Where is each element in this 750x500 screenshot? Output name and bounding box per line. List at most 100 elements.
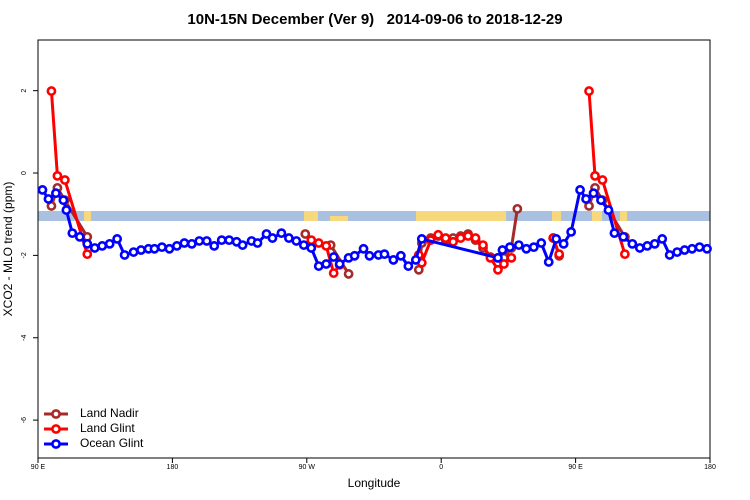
data-point [157, 242, 167, 253]
data-point [300, 229, 311, 239]
data-point [128, 247, 139, 257]
y-tick-label: -6 [21, 417, 28, 423]
data-point [267, 233, 278, 243]
data-point [634, 243, 645, 253]
data-point [67, 228, 78, 239]
land-band [84, 211, 91, 221]
data-point [497, 245, 508, 255]
data-point [493, 252, 503, 263]
data-point [416, 234, 427, 244]
legend-marker [51, 424, 61, 434]
data-point [581, 194, 591, 204]
data-point [82, 238, 93, 249]
data-point [590, 171, 600, 181]
data-point [343, 269, 354, 279]
data-point [558, 238, 569, 249]
x-tick-label: 90 E [31, 464, 46, 471]
data-point [694, 242, 705, 253]
data-point [470, 233, 481, 243]
x-tick-label: 180 [167, 464, 179, 471]
ocean-band [38, 211, 710, 221]
data-point [513, 240, 524, 250]
data-point [194, 236, 205, 246]
y-axis-label: XCO2 - MLO trend (ppm) [1, 182, 15, 317]
data-point [619, 249, 630, 260]
land-band [416, 211, 506, 221]
data-point [649, 238, 660, 249]
data-point [499, 259, 509, 269]
land-band [592, 211, 602, 221]
data-point [321, 241, 332, 251]
legend-marker [51, 439, 61, 449]
y-tick-label: -4 [21, 335, 28, 341]
y-tick-label: -2 [21, 252, 28, 258]
data-point [512, 203, 523, 214]
data-point [672, 247, 683, 257]
data-point [306, 243, 317, 253]
data-point [609, 228, 620, 239]
data-point [252, 238, 263, 248]
data-point [82, 249, 93, 260]
land-band [620, 211, 627, 221]
data-point [687, 243, 697, 254]
plot-area [37, 86, 712, 279]
data-point [149, 243, 160, 254]
land-band [552, 211, 561, 221]
land-band [330, 216, 348, 221]
data-point [504, 242, 515, 253]
data-point [237, 240, 248, 250]
land-ocean-strip [38, 211, 710, 221]
data-point [313, 238, 324, 248]
data-point [321, 259, 332, 269]
x-tick-label: 0 [439, 464, 443, 471]
chart-title: 10N-15N December (Ver 9) 2014-09-06 to 2… [187, 11, 562, 28]
legend-marker [51, 409, 61, 419]
data-point [216, 235, 227, 246]
data-point [52, 171, 63, 181]
data-point [334, 259, 345, 269]
data-point [209, 241, 220, 251]
data-point [536, 238, 547, 248]
data-point [358, 243, 369, 254]
data-point [119, 250, 130, 260]
data-point [551, 234, 562, 244]
y-tick-label: 0 [21, 171, 28, 175]
data-point [603, 205, 614, 215]
data-point [379, 249, 390, 260]
data-point [283, 233, 294, 243]
data-point [186, 238, 197, 249]
x-tick-label: 180 [704, 464, 716, 471]
data-point [136, 245, 146, 255]
data-point [388, 255, 399, 265]
data-point [642, 241, 653, 251]
data-point [493, 264, 503, 275]
data-point [433, 229, 444, 240]
data-point [618, 231, 629, 242]
data-point [575, 185, 585, 195]
data-point [164, 243, 175, 254]
data-point [521, 243, 532, 254]
data-point [61, 205, 72, 215]
data-point [588, 188, 599, 199]
data-point [440, 233, 451, 243]
data-point [395, 250, 406, 261]
data-point [37, 185, 48, 195]
data-point [657, 234, 668, 244]
y-tick-label: 2 [21, 89, 28, 93]
data-point [506, 252, 517, 263]
data-point [104, 238, 115, 249]
data-point [679, 245, 690, 255]
data-point [51, 188, 61, 199]
data-point [58, 195, 69, 206]
data-point [702, 243, 712, 254]
x-tick-label: 90 E [568, 464, 583, 471]
data-point [528, 242, 539, 253]
data-point [364, 250, 375, 261]
data-point [566, 227, 577, 237]
data-point [89, 243, 100, 253]
data-point [59, 175, 70, 185]
x-tick-label: 90 W [299, 464, 316, 471]
data-point [463, 231, 473, 241]
data-point [410, 255, 421, 265]
